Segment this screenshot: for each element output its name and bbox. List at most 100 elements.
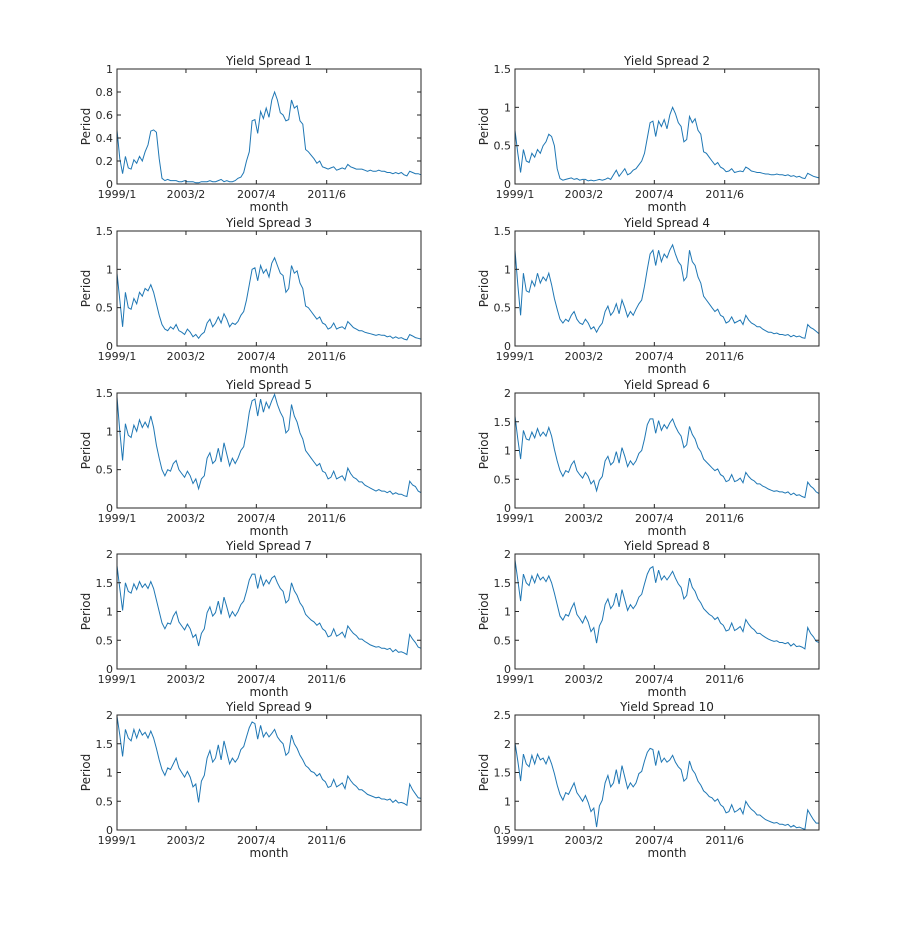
x-axis-label: month	[648, 362, 687, 376]
y-tick-label: 2	[504, 738, 511, 751]
y-axis-label: Period	[79, 754, 93, 791]
axes-box	[116, 553, 422, 670]
y-axis-label: Period	[477, 593, 491, 630]
y-tick-label: 0.5	[494, 473, 512, 486]
y-tick-label: 1	[504, 606, 511, 619]
y-axis-label: Period	[477, 108, 491, 145]
y-tick-label: 0.6	[96, 109, 114, 122]
y-tick-label: 2	[504, 387, 511, 400]
series-line	[514, 742, 819, 831]
x-tick-label: 2003/2	[167, 350, 206, 363]
y-tick-label: 1	[504, 263, 511, 276]
y-axis-label: Period	[79, 270, 93, 307]
axes-box	[514, 714, 820, 831]
y-tick-label: 0	[106, 178, 113, 191]
x-axis-label: month	[648, 846, 687, 860]
x-axis-label: month	[250, 200, 289, 214]
y-tick-label: 1	[106, 63, 113, 76]
chart-panel-5: Yield Spread 5 0 0.5 1 1.5 1999/1 2003/2 2007/4…	[79, 378, 422, 538]
y-tick-label: 1.5	[494, 767, 512, 780]
x-tick-label: 2007/4	[635, 673, 674, 686]
x-tick-label: 2003/2	[167, 512, 206, 525]
y-tick-label: 1	[504, 445, 511, 458]
y-tick-label: 1	[106, 425, 113, 438]
x-tick-label: 1999/1	[496, 673, 535, 686]
y-axis-label: Period	[79, 593, 93, 630]
chart-panel-7: Yield Spread 7 0 0.5 1 1.5 2 1999/1 2003/2 2007/…	[79, 539, 422, 699]
chart-panel-2: Yield Spread 2 0 0.5 1 1.5 1999/1 2003/2 2007/4…	[477, 54, 820, 214]
x-tick-label: 1999/1	[98, 673, 137, 686]
y-tick-label: 1	[106, 767, 113, 780]
chart-title: Yield Spread 8	[623, 539, 710, 553]
x-tick-label: 2007/4	[635, 188, 674, 201]
y-tick-label: 1.5	[96, 387, 114, 400]
y-tick-label: 0.2	[96, 155, 114, 168]
chart-title: Yield Spread 5	[225, 378, 312, 392]
y-tick-label: 1.5	[494, 577, 512, 590]
x-tick-label: 2003/2	[167, 673, 206, 686]
chart-title: Yield Spread 6	[623, 378, 710, 392]
x-tick-label: 2011/6	[705, 350, 744, 363]
y-tick-label: 0.8	[96, 86, 114, 99]
y-tick-label: 1	[504, 795, 511, 808]
x-axis-label: month	[648, 200, 687, 214]
y-axis-label: Period	[477, 270, 491, 307]
x-tick-label: 1999/1	[98, 512, 137, 525]
y-tick-label: 2	[504, 548, 511, 561]
axes-box	[116, 714, 422, 831]
y-tick-label: 0	[504, 502, 511, 515]
x-tick-label: 2003/2	[565, 512, 604, 525]
y-axis-label: Period	[79, 432, 93, 469]
x-tick-label: 1999/1	[496, 834, 535, 847]
y-tick-label: 0.4	[96, 132, 114, 145]
x-tick-label: 2003/2	[167, 834, 206, 847]
x-tick-label: 1999/1	[98, 350, 137, 363]
y-axis-label: Period	[477, 432, 491, 469]
chart-panel-9: Yield Spread 9 0 0.5 1 1.5 2 1999/1 2003/2 2007/…	[79, 700, 422, 860]
y-tick-label: 2	[106, 548, 113, 561]
y-tick-label: 1.5	[96, 577, 114, 590]
y-tick-label: 0	[504, 663, 511, 676]
x-tick-label: 1999/1	[496, 350, 535, 363]
x-tick-label: 2011/6	[307, 834, 346, 847]
y-tick-label: 0.5	[96, 302, 114, 315]
series-line	[116, 90, 422, 184]
axes-box	[514, 68, 820, 185]
y-tick-label: 1.5	[96, 225, 114, 238]
x-tick-label: 2011/6	[705, 834, 744, 847]
y-axis-label: Period	[477, 754, 491, 791]
y-tick-label: 0	[106, 824, 113, 837]
series-line	[116, 393, 422, 498]
series-line	[514, 559, 820, 650]
x-tick-label: 2011/6	[307, 188, 346, 201]
chart-title: Yield Spread 2	[623, 54, 710, 68]
series-line	[116, 716, 422, 807]
x-tick-label: 2003/2	[565, 673, 604, 686]
x-axis-label: month	[250, 846, 289, 860]
y-tick-label: 0.5	[494, 634, 512, 647]
x-tick-label: 2003/2	[167, 188, 206, 201]
chart-title: Yield Spread 1	[225, 54, 312, 68]
x-tick-label: 2011/6	[705, 512, 744, 525]
series-line	[514, 105, 820, 182]
y-tick-label: 2	[106, 709, 113, 722]
y-tick-label: 0.5	[96, 795, 114, 808]
chart-panel-10: Yield Spread 10 0.5 1 1.5 2 2.5 1999/1 2003/2 20…	[477, 700, 820, 860]
x-tick-label: 2003/2	[565, 188, 604, 201]
x-axis-label: month	[648, 524, 687, 538]
x-tick-label: 1999/1	[98, 834, 137, 847]
x-axis-label: month	[250, 685, 289, 699]
x-tick-label: 2011/6	[307, 512, 346, 525]
chart-panel-3: Yield Spread 3 0 0.5 1 1.5 1999/1 2003/2 2007/4…	[79, 216, 422, 376]
y-tick-label: 1.5	[494, 225, 512, 238]
axes-box	[116, 68, 422, 185]
y-tick-label: 0	[504, 178, 511, 191]
x-tick-label: 2007/4	[635, 512, 674, 525]
y-tick-label: 1	[106, 263, 113, 276]
series-line	[514, 415, 820, 499]
y-tick-label: 0.5	[494, 302, 512, 315]
x-tick-label: 2003/2	[565, 834, 604, 847]
chart-panel-4: Yield Spread 4 0 0.5 1 1.5 1999/1 2003/2 2007/4…	[477, 216, 820, 376]
series-line	[514, 243, 820, 339]
